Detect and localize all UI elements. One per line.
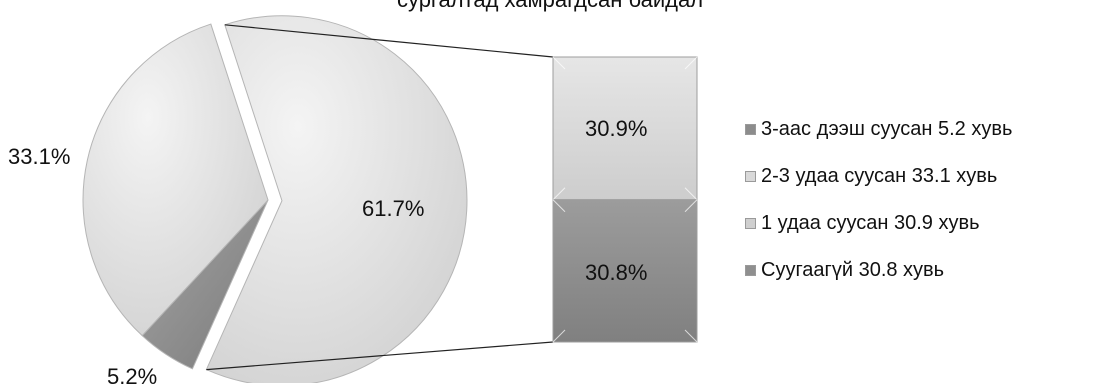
bar-bevel-line	[684, 199, 698, 213]
legend-item: 3-аас дээш суусан 5.2 хувь	[745, 113, 1012, 145]
bar-bevel-line	[552, 187, 566, 201]
bar-label-bottom: 30.8%	[585, 260, 648, 285]
legend-swatch	[745, 217, 756, 229]
slice-label-small: 5.2%	[107, 364, 158, 389]
bar-bevel-line	[552, 199, 566, 213]
legend-item: 1 удаа суусан 30.9 хувь	[745, 207, 1012, 239]
bar-segment-bottom	[552, 199, 698, 343]
bar-bevel-line	[552, 56, 566, 70]
legend-label: 3-аас дээш суусан 5.2 хувь	[761, 118, 1013, 140]
pie-slice-left	[82, 23, 269, 337]
legend-label: 1 удаа суусан 30.9 хувь	[761, 212, 980, 234]
pie	[82, 15, 468, 383]
bar-bevel-line	[684, 56, 698, 70]
legend-swatch	[745, 264, 756, 276]
pie-slice-main	[205, 15, 468, 383]
legend-item: 2-3 удаа суусан 33.1 хувь	[745, 160, 1012, 192]
connector-lines	[206, 24, 554, 371]
connector-line	[224, 24, 554, 58]
legend-swatch	[745, 123, 756, 135]
bar-bevel-line	[684, 187, 698, 201]
bar-of-pie	[552, 56, 698, 343]
bar-bevel-line	[684, 329, 698, 343]
chart-title: сургалтад хамрагдсан байдал	[250, 0, 850, 13]
legend-swatch	[745, 170, 756, 182]
legend-label: 2-3 удаа суусан 33.1 хувь	[761, 165, 998, 187]
legend-item: Суугаагүй 30.8 хувь	[745, 254, 1012, 286]
legend-label: Суугаагүй 30.8 хувь	[761, 259, 945, 281]
bar-label-top: 30.9%	[585, 116, 648, 141]
bar-segment-top	[552, 56, 698, 201]
slice-label-main: 61.7%	[362, 196, 425, 221]
connector-line	[206, 341, 554, 371]
bar-bevel-line	[552, 329, 566, 343]
legend: 3-аас дээш суусан 5.2 хувь 2-3 удаа суус…	[745, 113, 1012, 301]
slice-label-left: 33.1%	[8, 144, 71, 169]
